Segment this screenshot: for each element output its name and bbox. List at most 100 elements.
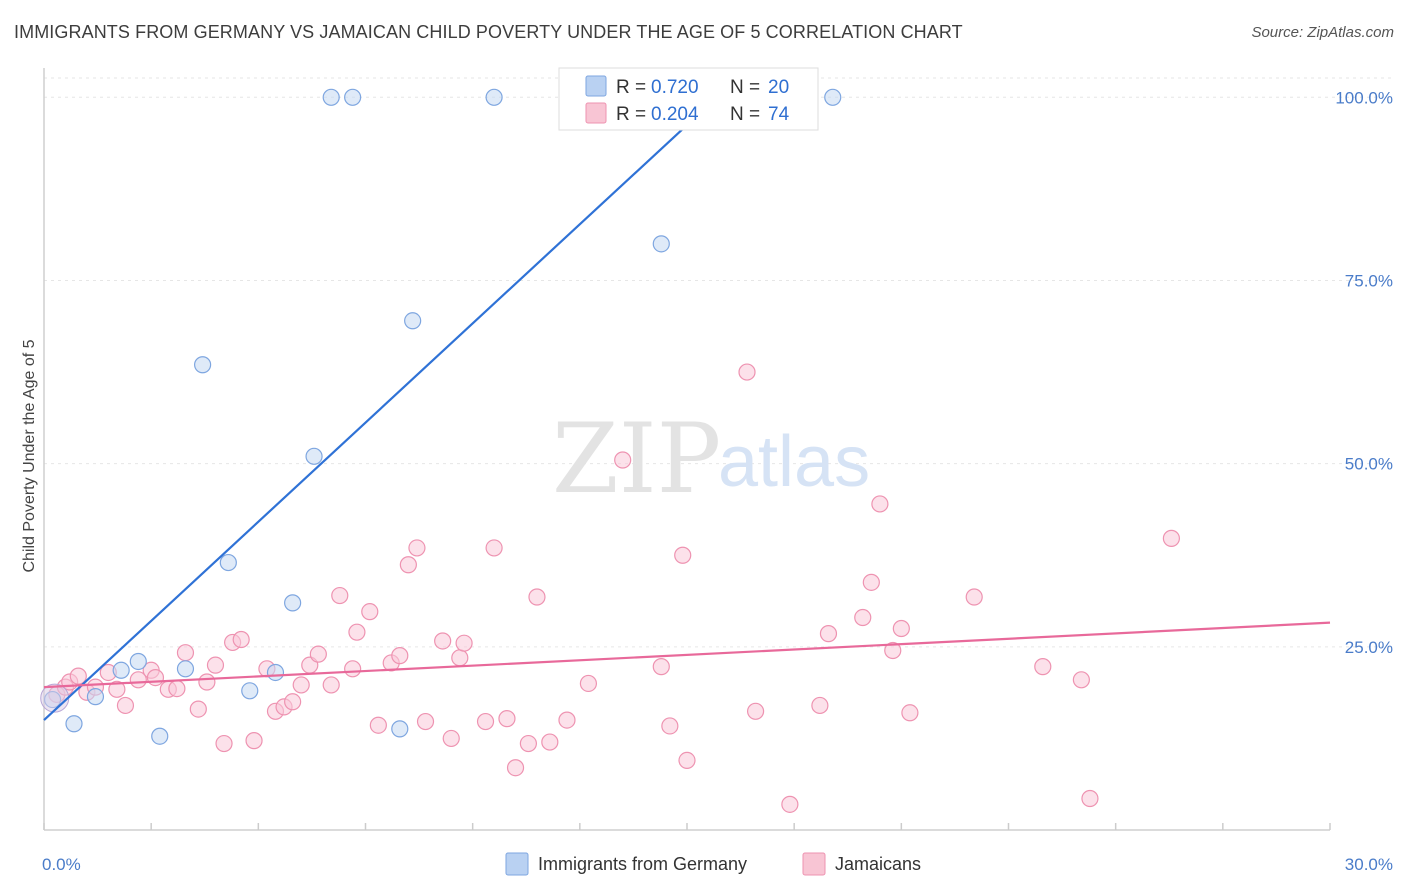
series-germany-points [40, 88, 842, 745]
point-jamaicans [451, 649, 469, 667]
y-axis-label: Child Poverty Under the Age of 5 [21, 339, 38, 572]
point-germany [112, 661, 130, 679]
point-jamaicans [614, 451, 632, 469]
point-jamaicans [901, 704, 919, 722]
point-jamaicans [206, 656, 225, 674]
point-germany [176, 660, 195, 678]
bottom-legend-swatch-jamaicans [802, 852, 826, 876]
legend-n-value-jamaicans: 74 [768, 104, 790, 125]
point-jamaicans [116, 696, 135, 715]
point-jamaicans [871, 495, 889, 513]
point-jamaicans [746, 702, 765, 720]
point-jamaicans [476, 712, 495, 731]
point-jamaicans [442, 729, 460, 748]
point-jamaicans [416, 712, 435, 731]
point-jamaicans [245, 732, 263, 750]
point-jamaicans [455, 634, 473, 652]
point-germany [129, 652, 147, 671]
point-jamaicans [661, 717, 679, 735]
point-germany [241, 682, 259, 700]
point-jamaicans [129, 671, 147, 689]
point-jamaicans [884, 641, 902, 660]
legend-n-value-germany: 20 [768, 77, 789, 98]
trend-line-jamaicans [43, 621, 1331, 689]
chart-title: IMMIGRANTS FROM GERMANY VS JAMAICAN CHIL… [14, 22, 963, 42]
point-jamaicans [198, 673, 216, 691]
point-germany [404, 312, 422, 330]
watermark-atlas: atlas [718, 422, 870, 502]
point-germany [652, 235, 670, 253]
point-jamaicans [399, 556, 417, 574]
point-germany [151, 727, 169, 745]
point-jamaicans [322, 676, 340, 694]
trend-line-germany [43, 96, 718, 721]
point-jamaicans [506, 759, 525, 777]
point-jamaicans [391, 647, 409, 665]
point-jamaicans [361, 603, 379, 621]
legend-swatch-jamaicans [585, 102, 607, 124]
legend-n-label-jamaicans: N = [730, 104, 760, 125]
point-germany [824, 88, 842, 106]
y-tick-label: 75.0% [1345, 271, 1393, 290]
watermark: ZIP atlas [552, 403, 870, 515]
point-jamaicans [1034, 658, 1052, 676]
point-jamaicans [108, 680, 126, 698]
legend-r-value-germany: 0.720 [651, 77, 699, 98]
point-jamaicans [652, 658, 670, 676]
point-jamaicans [369, 716, 387, 734]
point-jamaicans [434, 632, 452, 650]
legend-r-label-germany: R = [616, 77, 646, 98]
point-jamaicans [738, 363, 756, 381]
legend-box: R = 0.720 N = 20 R = 0.204 N = 74 [558, 67, 819, 131]
point-jamaicans [485, 539, 503, 557]
point-jamaicans [292, 676, 310, 694]
point-jamaicans [408, 539, 426, 557]
point-jamaicans [678, 751, 696, 769]
point-jamaicans [558, 711, 576, 729]
point-germany [65, 715, 83, 733]
point-jamaicans [892, 619, 910, 638]
point-jamaicans [1072, 671, 1090, 689]
point-jamaicans [284, 693, 302, 711]
point-jamaicans [781, 795, 799, 813]
point-jamaicans [519, 734, 537, 753]
point-cluster [40, 683, 70, 713]
point-germany [284, 594, 302, 612]
bottom-legend-swatch-germany [505, 852, 529, 876]
point-jamaicans [528, 588, 546, 606]
y-tick-label: 25.0% [1345, 638, 1393, 657]
point-jamaicans [232, 630, 250, 649]
source-label: Source: ZipAtlas.com [1251, 24, 1394, 41]
point-germany [322, 88, 340, 106]
legend-n-label-germany: N = [730, 77, 760, 98]
y-tick-label: 100.0% [1335, 88, 1393, 107]
bottom-legend-label-jamaicans: Jamaicans [835, 854, 921, 874]
point-germany [219, 553, 237, 572]
x-tick-label: 0.0% [42, 855, 81, 874]
trend-lines [43, 96, 1331, 721]
point-jamaicans [1081, 789, 1099, 808]
y-tick-label: 50.0% [1345, 455, 1393, 474]
legend-swatch-germany [585, 75, 607, 97]
point-jamaicans [168, 679, 186, 698]
point-jamaicans [498, 710, 516, 728]
point-jamaicans [579, 674, 598, 693]
point-jamaicans [189, 700, 207, 718]
point-germany [485, 88, 503, 106]
legend-r-value-jamaicans: 0.204 [651, 104, 699, 125]
point-jamaicans [215, 734, 233, 753]
point-jamaicans [309, 645, 327, 663]
point-germany [344, 88, 362, 106]
point-jamaicans [348, 623, 366, 641]
point-germany [266, 663, 285, 682]
point-germany [86, 688, 105, 706]
point-jamaicans [176, 644, 195, 662]
point-jamaicans [541, 733, 559, 751]
point-germany [391, 720, 409, 738]
point-jamaicans [862, 573, 880, 591]
point-jamaicans [674, 546, 692, 564]
point-jamaicans [344, 660, 362, 678]
watermark-zip: ZIP [552, 403, 721, 515]
point-jamaicans [965, 588, 983, 606]
